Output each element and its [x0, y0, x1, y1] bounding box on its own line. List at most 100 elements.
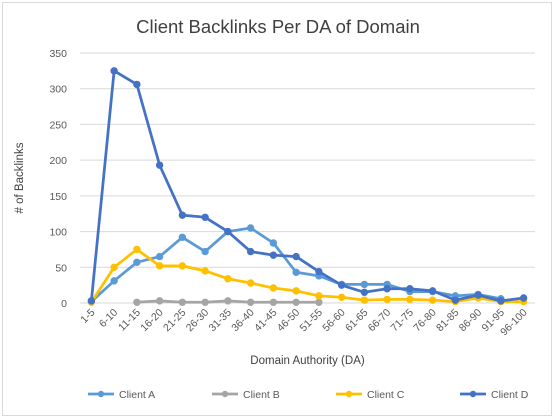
legend-marker-icon	[221, 390, 229, 398]
x-tick-label: 46-50	[275, 307, 303, 335]
x-axis-title: Domain Authority (DA)	[250, 355, 365, 367]
x-tick-label: 71-75	[389, 307, 417, 335]
data-point	[269, 284, 278, 292]
y-axis-ticks: 0 50 100 150 200 250 300 350	[49, 48, 67, 310]
x-tick-label: 41-45	[252, 307, 280, 335]
data-point	[269, 298, 278, 306]
data-point	[315, 267, 323, 276]
data-point	[383, 285, 391, 293]
x-tick-label: 76-80	[411, 307, 439, 335]
x-tick-label: 1-5	[78, 307, 97, 326]
x-tick-label: 11-15	[116, 307, 143, 334]
data-point	[155, 262, 164, 270]
x-tick-label: 21-25	[161, 307, 189, 335]
data-point	[133, 298, 141, 306]
x-tick-label: 51-55	[298, 307, 326, 335]
series-line	[90, 248, 525, 304]
data-point	[133, 258, 141, 266]
data-point	[315, 292, 323, 300]
data-point	[178, 262, 187, 270]
legend-entry: Client B	[212, 389, 280, 401]
series-client-d	[87, 67, 528, 305]
x-tick-label: 16-20	[138, 307, 166, 335]
data-point	[224, 275, 232, 283]
legend-label: Client B	[243, 389, 280, 401]
x-axis-ticks: 1-5 6-1011-1516-2021-2526-3031-3536-4041-…	[78, 307, 530, 339]
series-client-c	[87, 245, 528, 306]
legend-label: Client D	[491, 389, 529, 401]
data-point	[337, 281, 346, 289]
data-point	[519, 294, 528, 302]
data-point	[360, 280, 369, 289]
data-point	[133, 245, 141, 254]
chart-frame: Client Backlinks Per DA of Domain 0 50 100…	[2, 2, 552, 416]
y-axis-title: # of Backlinks	[14, 142, 26, 213]
data-point	[201, 267, 209, 275]
y-tick-label: 100	[49, 227, 67, 239]
x-tick-label: 56-60	[320, 307, 348, 335]
data-point	[246, 224, 255, 232]
legend-entry: Client A	[88, 389, 155, 401]
legend-label: Client A	[119, 389, 155, 401]
data-point	[269, 251, 278, 259]
legend-marker-icon	[469, 390, 477, 398]
data-point	[155, 161, 164, 169]
data-point	[360, 288, 369, 296]
gridlines	[80, 52, 535, 268]
data-point	[292, 287, 300, 295]
legend-marker-icon	[345, 390, 353, 398]
data-point	[110, 277, 118, 285]
data-point	[406, 295, 414, 304]
data-point	[110, 67, 118, 75]
data-point	[155, 297, 164, 305]
data-point	[178, 211, 187, 219]
y-tick-label: 250	[49, 119, 67, 131]
y-tick-label: 300	[49, 84, 67, 96]
chart-title: Client Backlinks Per DA of Domain	[136, 16, 420, 37]
legend-entry: Client C	[336, 389, 405, 401]
data-point	[474, 291, 482, 299]
data-point	[155, 252, 164, 261]
x-tick-label: 61-65	[343, 307, 371, 335]
legend-marker-icon	[97, 390, 105, 398]
series-layer	[87, 67, 528, 306]
y-tick-label: 150	[49, 191, 67, 203]
x-tick-label: 81-85	[434, 307, 462, 335]
data-point	[246, 247, 255, 256]
data-point	[201, 298, 209, 306]
y-tick-label: 350	[49, 48, 67, 60]
data-point	[178, 298, 187, 306]
legend: Client A Client B Client C Client D	[88, 389, 529, 401]
x-tick-label: 66-70	[366, 307, 394, 335]
x-tick-label: 31-35	[207, 307, 235, 335]
data-point	[428, 287, 437, 295]
data-point	[497, 297, 505, 305]
data-point	[428, 296, 437, 304]
legend-label: Client C	[367, 389, 405, 401]
data-point	[246, 279, 255, 287]
y-tick-label: 50	[55, 262, 67, 274]
data-point	[292, 252, 300, 261]
data-point	[224, 227, 232, 236]
x-tick-label: 86-90	[457, 307, 485, 335]
data-point	[110, 263, 118, 271]
data-point	[337, 293, 346, 301]
data-point	[406, 285, 414, 293]
x-tick-label: 26-30	[184, 307, 212, 335]
data-point	[246, 298, 255, 306]
data-point	[201, 247, 209, 256]
data-point	[87, 297, 96, 305]
data-point	[360, 296, 369, 304]
data-point	[133, 80, 141, 89]
y-tick-label: 200	[49, 155, 67, 167]
data-point	[292, 298, 300, 306]
data-point	[292, 268, 300, 276]
data-point	[451, 296, 460, 304]
data-point	[269, 239, 278, 247]
data-point	[315, 298, 323, 306]
data-point	[178, 233, 187, 241]
y-tick-label: 0	[61, 298, 67, 310]
data-point	[201, 213, 209, 221]
series-line	[90, 69, 525, 303]
data-point	[383, 295, 391, 304]
